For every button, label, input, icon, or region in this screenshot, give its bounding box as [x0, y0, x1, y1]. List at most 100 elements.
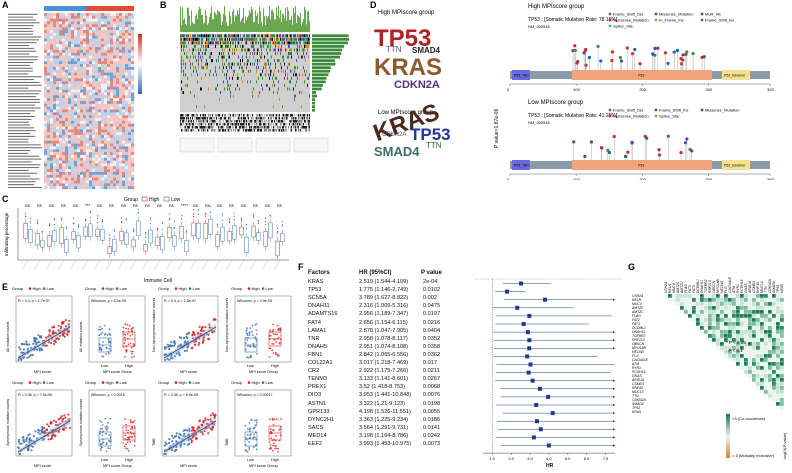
forest-pvalue: 0.0475: [423, 303, 441, 310]
scatter-point: [28, 438, 31, 441]
mutation-cell: [279, 59, 280, 63]
heatmap-cell: [128, 137, 132, 141]
heatmap-cell: [74, 177, 78, 181]
heatmap-cell: [86, 95, 90, 99]
mutation-cell: [210, 52, 211, 55]
heatmap-cell: [101, 55, 105, 59]
annotation-cell: [287, 126, 288, 129]
jitter-point: [246, 356, 248, 359]
heatmap-cell: [56, 78, 60, 82]
jitter-point: [253, 433, 256, 436]
heatmap-cell: [119, 95, 123, 99]
annotation-cell: [298, 117, 299, 120]
lollipop-head: [691, 52, 695, 56]
legend-dot: [700, 12, 704, 16]
heatmap-cell: [95, 81, 99, 85]
mutation-cell: [180, 34, 181, 38]
annotation-cell: [183, 129, 184, 132]
mutation-cell: [290, 37, 291, 41]
annotation-cell: [205, 120, 206, 123]
heatmap-cell: [65, 152, 69, 156]
heatmap-cell: [92, 171, 96, 176]
annotation-cell: [194, 129, 195, 132]
mutation-cell: [205, 73, 206, 77]
heatmap-cell: [62, 129, 66, 133]
outlier: [241, 220, 243, 222]
heatmap-cell: [128, 160, 132, 164]
mutation-cell: [243, 34, 244, 38]
jitter-point: [107, 338, 110, 341]
annotation-cell: [301, 126, 302, 129]
annotation-cell: [250, 114, 251, 117]
heatmap-cell: [71, 140, 75, 144]
heatmap-cell: [86, 174, 90, 178]
mutation-cell: [198, 59, 199, 63]
heatmap-cell: [68, 186, 72, 190]
gene-freq-bar: [312, 55, 340, 59]
heatmap-cell: [98, 21, 102, 25]
heatmap-cell: [101, 58, 105, 62]
heatmap-cell: [128, 132, 132, 136]
heatmap-cell: [44, 83, 48, 88]
scatter-point: [190, 441, 193, 444]
forest-hr: 3.133 (1.141-8.601): [359, 376, 409, 383]
heatmap-cell: [131, 89, 135, 93]
mutation-cell: [233, 37, 234, 41]
jitter-point: [272, 343, 275, 345]
mutation-cell: [260, 37, 261, 41]
heatmap-cell: [83, 180, 87, 184]
annotation-cell: [219, 117, 220, 120]
heatmap-cell: [74, 61, 78, 65]
annotation-cell: [215, 129, 216, 132]
heatmap-cell: [107, 106, 111, 110]
heatmap-cell: [113, 66, 117, 70]
heatmap-cell: [68, 112, 72, 116]
scatter-point: [32, 342, 35, 345]
row-label-mark: [8, 39, 40, 41]
annotation-cell: [235, 117, 236, 120]
heatmap-cell: [59, 109, 63, 113]
annotation-cell: [262, 126, 263, 129]
annotation-cell: [287, 117, 288, 120]
heatmap-cell: [131, 152, 135, 156]
mutation-cell: [195, 55, 196, 59]
heatmap-cell: [50, 15, 54, 19]
mutation-cell: [293, 37, 294, 41]
annotation-cell: [193, 129, 194, 132]
heatmap-cell: [101, 24, 105, 28]
significance-label: ns: [265, 203, 271, 208]
heatmap-cell: [77, 174, 81, 178]
mutation-cell: [284, 83, 285, 87]
heatmap-cell: [68, 13, 72, 17]
heatmap-cell: [104, 66, 108, 70]
mutation-cell: [287, 87, 288, 91]
mutation-cell: [242, 80, 243, 84]
heatmap-cell: [110, 38, 114, 42]
scatter-point: [168, 347, 171, 351]
annotation-cell: [296, 120, 297, 123]
heatmap-cell: [119, 30, 123, 34]
lollipop-head: [657, 148, 661, 152]
tmb-bar: [235, 15, 236, 32]
heatmap-cell: [110, 78, 114, 82]
annotation-cell: [209, 114, 210, 117]
heatmap-cell: [110, 21, 114, 25]
heatmap-cell: [89, 106, 93, 110]
heatmap-cell: [68, 38, 72, 42]
jitter-point: [277, 329, 280, 332]
scatter-point: [33, 434, 36, 438]
mutation-cell: [258, 41, 259, 45]
heatmap-cell: [92, 44, 96, 48]
annotation-cell: [307, 126, 308, 129]
jitter-point: [280, 418, 282, 420]
forest-factor: CR2: [308, 368, 320, 375]
mutation-cell: [194, 44, 195, 48]
forest-pvalue: 0.0242: [423, 432, 441, 439]
heatmap-cell: [122, 75, 126, 79]
heatmap-cell: [86, 112, 90, 116]
heatmap-cell: [68, 98, 72, 102]
scatter-point: [18, 438, 21, 441]
tmb-bar: [184, 18, 185, 32]
heatmap-cell: [53, 27, 57, 31]
heatmap-cell: [83, 38, 87, 42]
